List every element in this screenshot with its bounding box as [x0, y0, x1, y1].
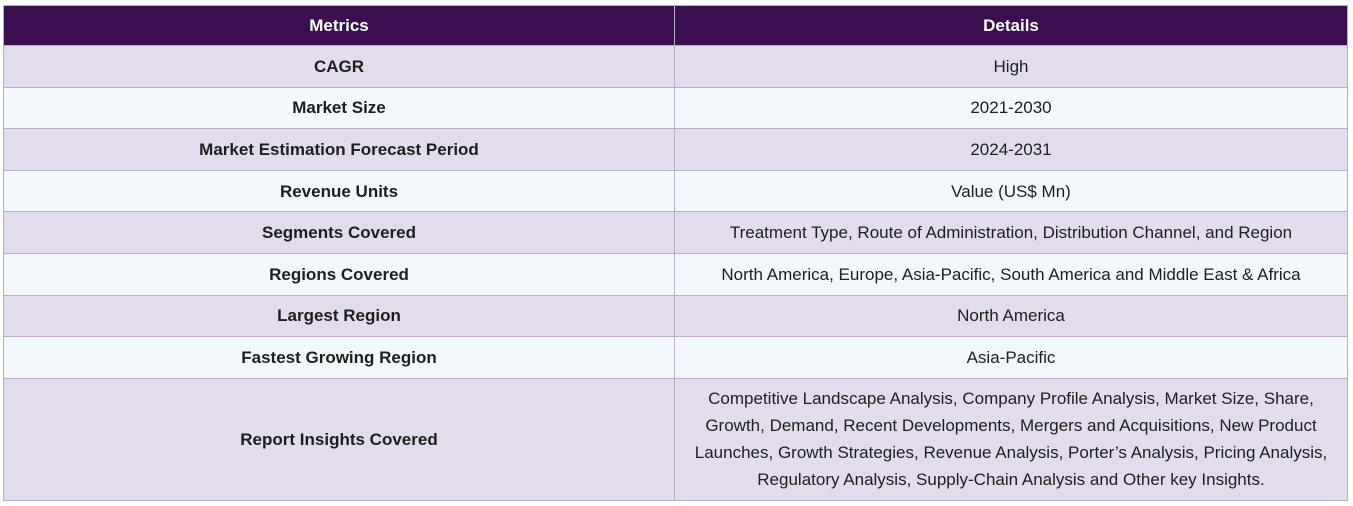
details-column-header: Details	[674, 5, 1348, 46]
detail-cell: High	[674, 45, 1348, 88]
detail-cell: North America, Europe, Asia-Pacific, Sou…	[674, 252, 1348, 296]
metric-cell: Market Size	[3, 86, 675, 130]
table-row: Regions Covered North America, Europe, A…	[3, 252, 1348, 296]
metric-cell: Report Insights Covered	[3, 377, 675, 501]
table-row: Revenue Units Value (US$ Mn)	[3, 169, 1348, 213]
table-row: CAGR High	[3, 45, 1348, 88]
table-row: Market Size 2021-2030	[3, 86, 1348, 130]
detail-cell: Value (US$ Mn)	[674, 169, 1348, 213]
table-row: Segments Covered Treatment Type, Route o…	[3, 211, 1348, 254]
metric-cell: Segments Covered	[3, 211, 675, 254]
metric-cell: Largest Region	[3, 294, 675, 338]
detail-cell: 2021-2030	[674, 86, 1348, 130]
report-metrics-table-container: Metrics Details CAGR High Market Size 20…	[3, 5, 1348, 501]
detail-cell: Treatment Type, Route of Administration,…	[674, 211, 1348, 254]
table-header-row: Metrics Details	[3, 5, 1348, 46]
table-row: Largest Region North America	[3, 294, 1348, 338]
detail-cell: 2024-2031	[674, 128, 1348, 171]
metric-cell: Regions Covered	[3, 252, 675, 296]
metric-cell: Revenue Units	[3, 169, 675, 213]
detail-cell: Asia-Pacific	[674, 336, 1348, 379]
metric-cell: CAGR	[3, 45, 675, 88]
table-row: Report Insights Covered Competitive Land…	[3, 377, 1348, 501]
table-row: Market Estimation Forecast Period 2024-2…	[3, 128, 1348, 171]
table-row: Fastest Growing Region Asia-Pacific	[3, 336, 1348, 379]
detail-cell: North America	[674, 294, 1348, 338]
metric-cell: Market Estimation Forecast Period	[3, 128, 675, 171]
metric-cell: Fastest Growing Region	[3, 336, 675, 379]
metrics-column-header: Metrics	[3, 5, 675, 46]
detail-cell: Competitive Landscape Analysis, Company …	[674, 377, 1348, 501]
report-metrics-table: Metrics Details CAGR High Market Size 20…	[3, 5, 1348, 501]
